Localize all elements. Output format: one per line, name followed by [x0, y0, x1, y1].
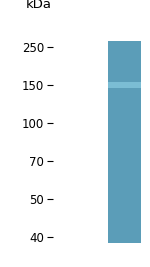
Bar — [108, 82, 141, 88]
Bar — [108, 41, 141, 243]
Text: kDa: kDa — [26, 0, 52, 11]
